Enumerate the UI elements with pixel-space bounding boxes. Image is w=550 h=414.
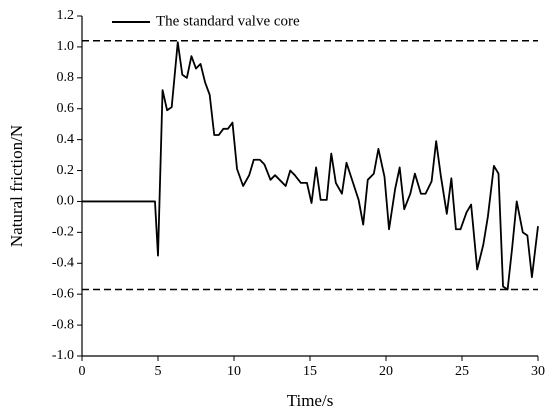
y-tick-label: -0.6: [52, 286, 74, 301]
y-tick-label: -0.8: [52, 317, 74, 332]
x-tick-label: 10: [227, 364, 241, 379]
y-tick-label: 0.8: [57, 70, 75, 85]
y-tick-label: 0.0: [57, 194, 75, 209]
y-tick-label: 1.0: [57, 39, 75, 54]
x-tick-label: 25: [455, 364, 469, 379]
legend-label: The standard valve core: [156, 13, 300, 29]
y-tick-label: 1.2: [57, 8, 75, 23]
line: [82, 41, 539, 291]
x-tick-label: 5: [155, 364, 162, 379]
y-tick-label: 0.4: [57, 132, 75, 147]
x-tick-label: 15: [303, 364, 317, 379]
y-axis-label: Natural friction/N: [7, 125, 26, 247]
y-tick-label: -0.2: [52, 225, 74, 240]
y-tick-label: 0.2: [57, 163, 75, 178]
y-tick-label: -0.4: [52, 255, 74, 270]
y-tick-label: -1.0: [52, 348, 74, 363]
x-tick-label: 20: [379, 364, 393, 379]
x-tick-label: 0: [79, 364, 86, 379]
x-axis-label: Time/s: [287, 391, 334, 410]
y-tick-label: 0.6: [57, 101, 75, 116]
x-tick-label: 30: [531, 364, 545, 379]
